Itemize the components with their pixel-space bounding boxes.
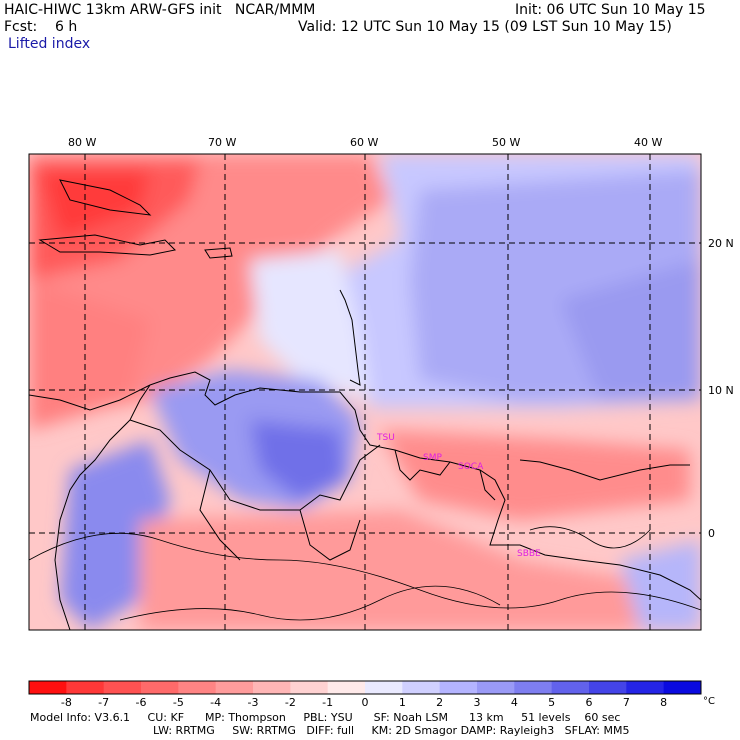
- colorbar: -8 -7 -6 -5 -4 -3 -2 -1 0 1 2 3 4 5 6 7 8 °C: [28, 680, 715, 709]
- colorbar-tick-label: -3: [248, 696, 259, 709]
- colorbar-tick-label: 8: [660, 696, 667, 709]
- lon-label-70w: 70 W: [208, 136, 236, 149]
- colorbar-tick-label: 7: [623, 696, 630, 709]
- colorbar-swatch: [439, 681, 478, 694]
- colorbar-swatch: [178, 681, 217, 694]
- colorbar-tick-label: -5: [173, 696, 184, 709]
- colorbar-tick-label: 4: [511, 696, 518, 709]
- colorbar-tick-label: 2: [436, 696, 443, 709]
- station-soca: SOCA: [458, 462, 484, 472]
- colorbar-tick-label: 0: [362, 696, 369, 709]
- lon-label-50w: 50 W: [492, 136, 520, 149]
- colorbar-border: [28, 680, 702, 695]
- colorbar-swatch: [402, 681, 441, 694]
- colorbar-swatch: [215, 681, 254, 694]
- lon-label-40w: 40 W: [634, 136, 662, 149]
- lat-label-20n: 20 N: [708, 237, 734, 250]
- colorbar-tick-label: -1: [322, 696, 333, 709]
- graticule: [29, 154, 701, 630]
- colorbar-swatch: [29, 681, 67, 694]
- colorbar-swatch: [514, 681, 553, 694]
- colorbar-swatch: [663, 681, 702, 694]
- station-tsu: TSU: [376, 433, 395, 443]
- colorbar-tick-label: 6: [586, 696, 593, 709]
- header-valid: Valid: 12 UTC Sun 10 May 15 (09 LST Sun …: [298, 19, 672, 35]
- colorbar-tick-label: 5: [548, 696, 555, 709]
- country-borders: [129, 419, 496, 561]
- colorbar-tick-label: -6: [136, 696, 147, 709]
- colorbar-tick-label: 3: [474, 696, 481, 709]
- lat-label-10n: 10 N: [708, 384, 734, 397]
- lifted-index-field: [29, 154, 701, 630]
- map-border: [28, 153, 702, 631]
- colorbar-swatch: [626, 681, 665, 694]
- footer-model-info: Model Info: V3.6.1 CU: KF MP: Thompson P…: [30, 711, 621, 724]
- header-fcst: Fcst: 6 h: [4, 19, 78, 35]
- colorbar-swatch: [589, 681, 627, 694]
- map-frame[interactable]: [28, 153, 702, 631]
- lat-label-0: 0: [708, 527, 715, 540]
- coastlines: [29, 179, 701, 630]
- station-sbbe: SBBE: [517, 549, 541, 559]
- colorbar-swatch: [477, 681, 515, 694]
- colorbar-swatch: [253, 681, 291, 694]
- colorbar-tick-label: -7: [98, 696, 109, 709]
- colorbar-swatch: [327, 681, 366, 694]
- lon-label-80w: 80 W: [68, 136, 96, 149]
- colorbar-tick-label: -8: [61, 696, 72, 709]
- contour-lines: [29, 526, 701, 621]
- field-name: Lifted index: [8, 36, 91, 52]
- header-title: HAIC-HIWC 13km ARW-GFS init NCAR/MMM: [4, 2, 316, 18]
- colorbar-swatch: [66, 681, 105, 694]
- header-init: Init: 06 UTC Sun 10 May 15: [515, 2, 706, 18]
- colorbar-swatch: [290, 681, 329, 694]
- colorbar-swatch: [551, 681, 590, 694]
- colorbar-tick-label: -4: [210, 696, 221, 709]
- lon-label-60w: 60 W: [350, 136, 378, 149]
- station-smp: SMP: [423, 453, 442, 463]
- colorbar-swatch: [365, 681, 403, 694]
- colorbar-unit: °C: [703, 696, 715, 707]
- colorbar-tick-label: 1: [399, 696, 406, 709]
- footer-physics-info: LW: RRTMG SW: RRTMG DIFF: full KM: 2D Sm…: [153, 724, 630, 737]
- colorbar-swatch: [141, 681, 179, 694]
- colorbar-tick-label: -2: [285, 696, 296, 709]
- colorbar-swatch: [103, 681, 142, 694]
